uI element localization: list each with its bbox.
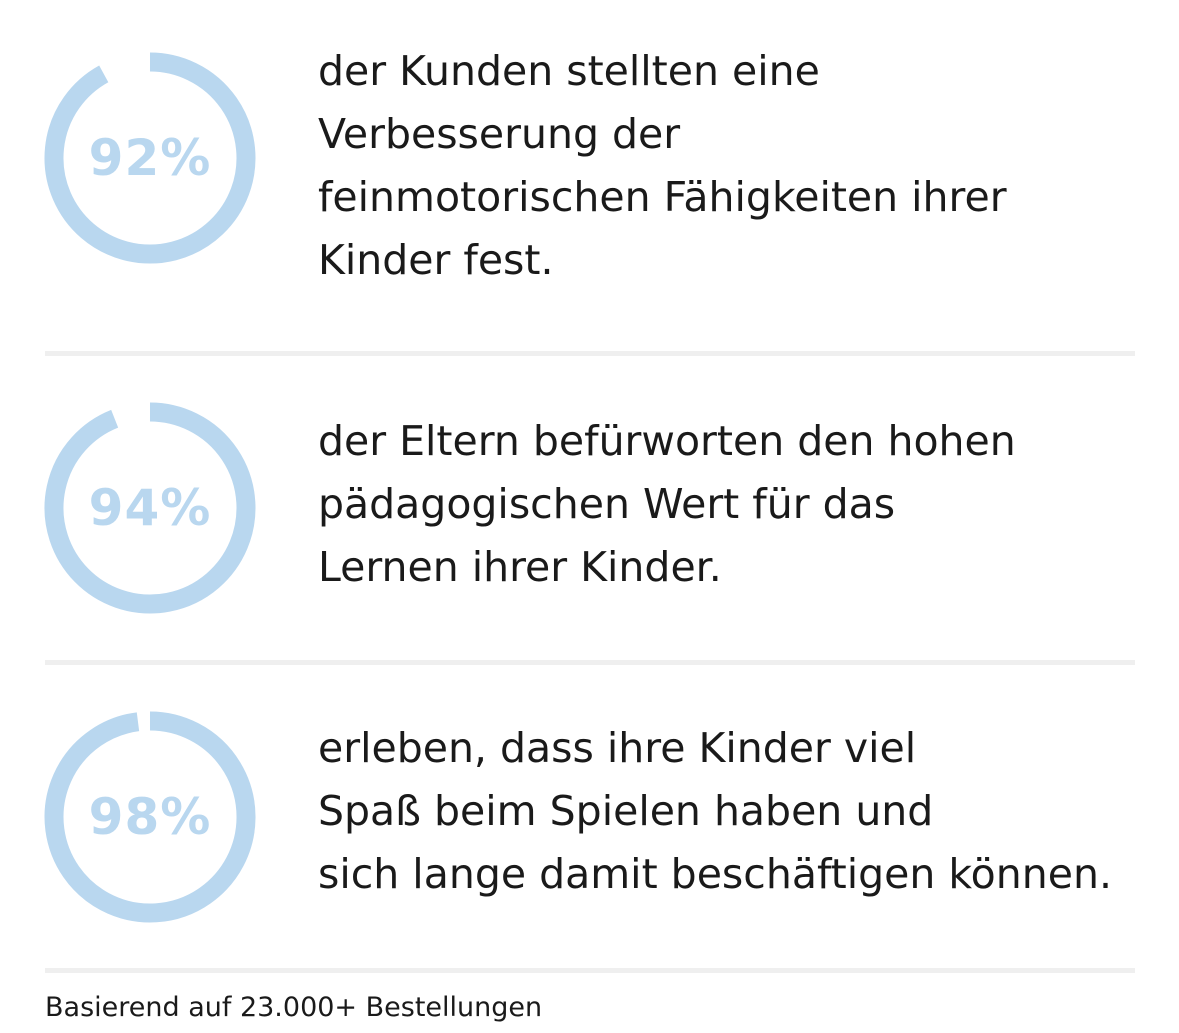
stat-description-line: Verbesserung der bbox=[318, 110, 681, 158]
divider-3 bbox=[45, 968, 1135, 973]
stat-description-1: der Kunden stellten eine Verbesserung de… bbox=[318, 40, 1168, 292]
stat-description-line: Kinder fest. bbox=[318, 236, 554, 284]
progress-ring-graphic-1 bbox=[44, 52, 256, 264]
stat-description-line: der Kunden stellten eine bbox=[318, 47, 820, 95]
progress-ring-graphic-3 bbox=[44, 711, 256, 923]
percent-value-1: 92% bbox=[88, 129, 212, 187]
stat-description-line: Lernen ihrer Kinder. bbox=[318, 543, 722, 591]
progress-ring-1: 92% bbox=[44, 52, 256, 264]
footnote: Basierend auf 23.000+ Bestellungen bbox=[45, 992, 543, 1023]
divider-2 bbox=[45, 660, 1135, 665]
progress-ring-3: 98% bbox=[44, 711, 256, 923]
stat-description-line: pädagogischen Wert für das bbox=[318, 480, 896, 528]
progress-ring-graphic-2 bbox=[44, 402, 256, 614]
stat-description-2: der Eltern befürworten den hohen pädagog… bbox=[318, 410, 1168, 599]
stat-description-3: erleben, dass ihre Kinder viel Spaß beim… bbox=[318, 717, 1168, 906]
divider-1 bbox=[45, 351, 1135, 356]
stat-description-line: Spaß beim Spielen haben und bbox=[318, 787, 934, 835]
stat-description-line: feinmotorischen Fähigkeiten ihrer bbox=[318, 173, 1007, 221]
percent-value-3: 98% bbox=[88, 788, 212, 846]
stat-description-line: sich lange damit beschäftigen können. bbox=[318, 850, 1112, 898]
percent-value-2: 94% bbox=[88, 479, 212, 537]
stat-description-line: erleben, dass ihre Kinder viel bbox=[318, 724, 917, 772]
stat-description-line: der Eltern befürworten den hohen bbox=[318, 417, 1016, 465]
progress-ring-2: 94% bbox=[44, 402, 256, 614]
